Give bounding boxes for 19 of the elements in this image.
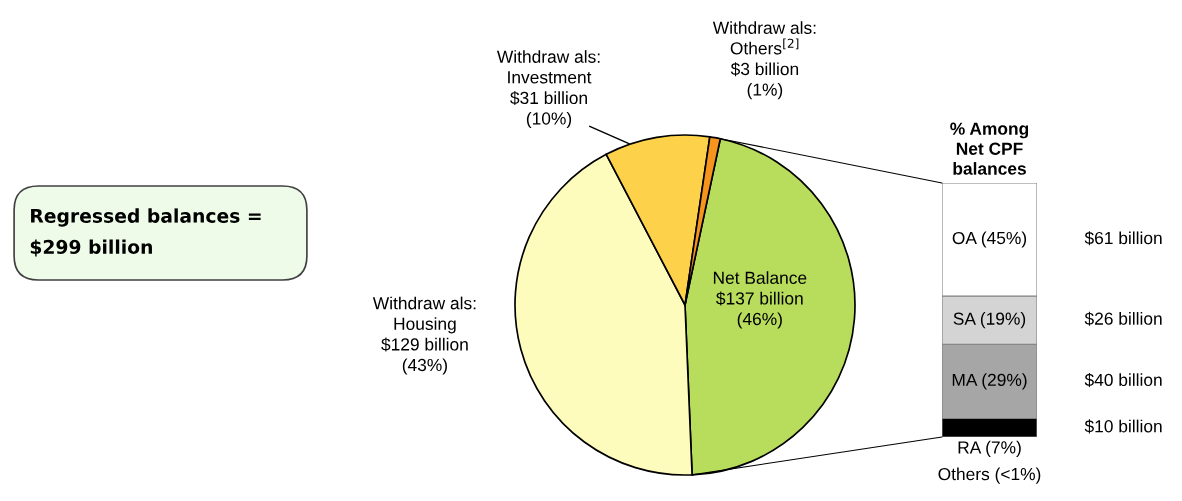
text: $61 billion <box>1084 231 1162 246</box>
data-label: $137 billion (46%) <box>716 291 803 329</box>
series-label: RA (7%) <box>958 440 1021 457</box>
slice-label: Withdraw als: Others$^{[2]}$ <box>712 21 816 55</box>
text: $26 billion <box>1084 311 1162 326</box>
series-label: SA (19%) <box>953 312 1026 329</box>
text: Regressed balances = $299 billion <box>30 208 261 257</box>
text: $40 billion <box>1084 373 1162 388</box>
slice-label: Net Balance <box>713 271 807 284</box>
slice-label: Withdraw als: Housing <box>372 296 476 334</box>
series-label: MA (29%) <box>952 373 1027 390</box>
chart-title: % Among Net CPF balances <box>950 122 1029 175</box>
data-label: $129 billion (43%) <box>381 337 468 375</box>
data-label: $3 billion (1%) <box>730 62 799 100</box>
text: $10 billion <box>1084 419 1162 434</box>
data-label: $31 billion (10%) <box>510 91 587 129</box>
slice-label: Withdraw als: Investment <box>496 50 600 84</box>
text: Others (<1%) <box>938 467 1041 484</box>
series-label: OA (45%) <box>952 231 1027 248</box>
